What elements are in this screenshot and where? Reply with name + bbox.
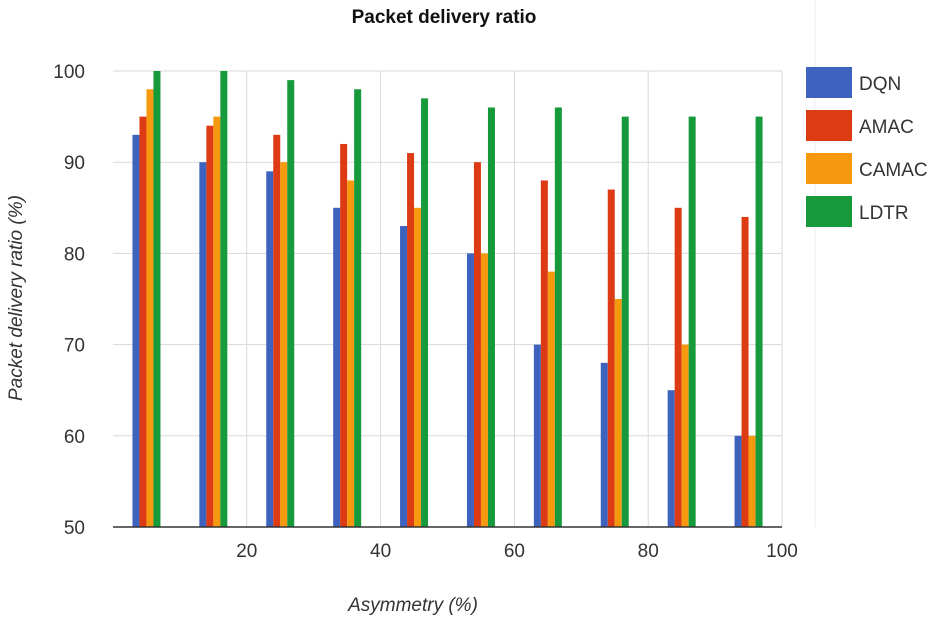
y-tick-label: 90	[64, 153, 85, 174]
bar-ldtr-80	[621, 116, 629, 527]
bar-amac-90	[674, 207, 682, 528]
legend-swatch-ldtr	[806, 196, 852, 227]
bar-dqn-80	[600, 362, 608, 527]
bar-camac-100	[748, 435, 756, 527]
bar-ldtr-60	[487, 107, 495, 527]
bar-camac-20	[213, 116, 221, 527]
y-tick-label: 60	[64, 427, 85, 448]
bar-amac-70	[540, 180, 548, 527]
x-tick-label: 40	[370, 541, 391, 562]
bar-camac-50	[414, 207, 422, 528]
bars	[132, 71, 763, 528]
x-tick-label: 80	[638, 541, 659, 562]
bar-dqn-100	[734, 435, 742, 527]
y-axis-label: Packet delivery ratio (%)	[6, 195, 27, 401]
bar-camac-30	[280, 162, 288, 527]
bar-ldtr-20	[220, 71, 228, 527]
bar-camac-60	[480, 253, 488, 527]
x-axis-label: Asymmetry (%)	[347, 595, 478, 616]
legend-swatch-camac	[806, 153, 852, 184]
bar-dqn-90	[667, 390, 675, 527]
bar-amac-60	[473, 162, 481, 527]
y-tick-label: 80	[64, 244, 85, 265]
bar-dqn-10	[132, 134, 140, 527]
y-tick-label: 50	[64, 518, 85, 539]
bar-ldtr-50	[421, 98, 429, 528]
bar-camac-40	[347, 180, 355, 527]
bar-ldtr-70	[554, 107, 562, 527]
axes: 50 60 70 80 90 100 20 40 60 80 100	[53, 62, 798, 562]
bar-ldtr-100	[755, 116, 763, 527]
legend-label-amac: AMAC	[859, 117, 914, 138]
bar-dqn-70	[533, 344, 541, 527]
bar-amac-80	[607, 189, 615, 527]
chart-title: Packet delivery ratio	[352, 7, 537, 28]
bar-camac-90	[681, 344, 689, 527]
bar-ldtr-10	[153, 71, 161, 527]
legend-label-dqn: DQN	[859, 74, 901, 95]
bar-amac-50	[407, 153, 415, 527]
bar-dqn-50	[400, 226, 408, 528]
y-tick-label: 100	[53, 62, 85, 83]
legend-label-ldtr: LDTR	[859, 203, 909, 224]
legend-swatch-amac	[806, 110, 852, 141]
legend-label-camac: CAMAC	[859, 160, 928, 181]
bar-dqn-20	[199, 162, 207, 527]
bar-amac-20	[206, 125, 214, 527]
bar-dqn-40	[333, 207, 341, 528]
x-tick-label: 20	[236, 541, 257, 562]
bar-ldtr-40	[354, 89, 362, 528]
y-tick-label: 70	[64, 336, 85, 357]
bar-camac-70	[547, 271, 555, 527]
bar-camac-80	[614, 299, 622, 527]
bar-dqn-60	[466, 253, 474, 527]
bar-amac-40	[340, 143, 348, 527]
legend: DQN AMAC CAMAC LDTR	[806, 67, 928, 227]
bar-ldtr-30	[287, 80, 295, 528]
bar-dqn-30	[266, 171, 274, 527]
x-tick-label: 100	[766, 541, 798, 562]
legend-swatch-dqn	[806, 67, 852, 98]
bar-ldtr-90	[688, 116, 696, 527]
bar-amac-10	[139, 116, 147, 527]
bar-camac-10	[146, 89, 154, 528]
x-tick-label: 60	[504, 541, 525, 562]
bar-amac-30	[273, 134, 281, 527]
bar-amac-100	[741, 216, 749, 528]
